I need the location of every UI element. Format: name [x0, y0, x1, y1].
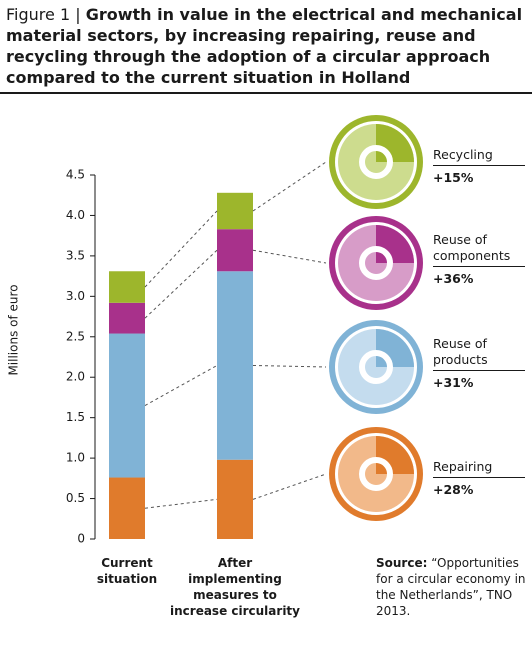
legend-label: Repairing [433, 459, 525, 478]
icon-symbol [359, 246, 393, 280]
x-tick-label: After implementing measures to increase … [170, 556, 300, 618]
connector [144, 249, 218, 319]
bar-segment [217, 271, 253, 460]
connector [252, 249, 327, 264]
growth-label: +31% [433, 375, 474, 390]
connector [144, 210, 218, 288]
icon-symbol [359, 457, 393, 491]
legend-label: Recycling [433, 147, 525, 166]
bar-segment [109, 477, 145, 539]
y-tick-label: 4.0 [66, 208, 85, 222]
source-label: Source: [376, 556, 428, 570]
bar-segment [217, 192, 253, 230]
y-axis-label: Millions of euro [7, 284, 21, 375]
icon-symbol [359, 350, 393, 384]
connector [252, 364, 327, 368]
y-tick-label: 3.0 [66, 289, 85, 303]
y-tick-label: 2.0 [66, 370, 85, 384]
bar-segment [109, 271, 145, 303]
growth-label: +28% [433, 482, 474, 497]
bar-segment [109, 333, 145, 478]
growth-label: +15% [433, 170, 474, 185]
bar-segment [109, 302, 145, 334]
title-rule [0, 92, 532, 94]
x-tick-label: Current situation [96, 556, 158, 586]
icon-symbol [359, 145, 393, 179]
y-tick-label: 3.5 [66, 248, 85, 262]
connector [144, 498, 218, 509]
source-text: “Opportunities for a circular economy in… [376, 556, 526, 618]
title-block: Figure 1 | Growth in value in the electr… [6, 4, 528, 88]
y-tick-label: 0 [77, 532, 85, 546]
connector [252, 161, 327, 212]
y-tick-label: 2.5 [66, 329, 85, 343]
bar-segment [217, 459, 253, 539]
legend-label: Reuse of products [433, 336, 525, 371]
y-tick-label: 1.5 [66, 410, 85, 424]
chart-title: Growth in value in the electrical and me… [6, 5, 523, 87]
connector [252, 473, 327, 500]
source: Source: “Opportunities for a circular ec… [376, 555, 526, 619]
y-tick-label: 0.5 [66, 491, 85, 505]
bar-segment [217, 229, 253, 272]
legend-label: Reuse of components [433, 232, 525, 267]
y-tick-label: 4.5 [66, 168, 85, 182]
y-tick-label: 1.0 [66, 451, 85, 465]
connector [144, 365, 218, 406]
figure-label: Figure 1 | [6, 5, 81, 24]
growth-label: +36% [433, 271, 474, 286]
